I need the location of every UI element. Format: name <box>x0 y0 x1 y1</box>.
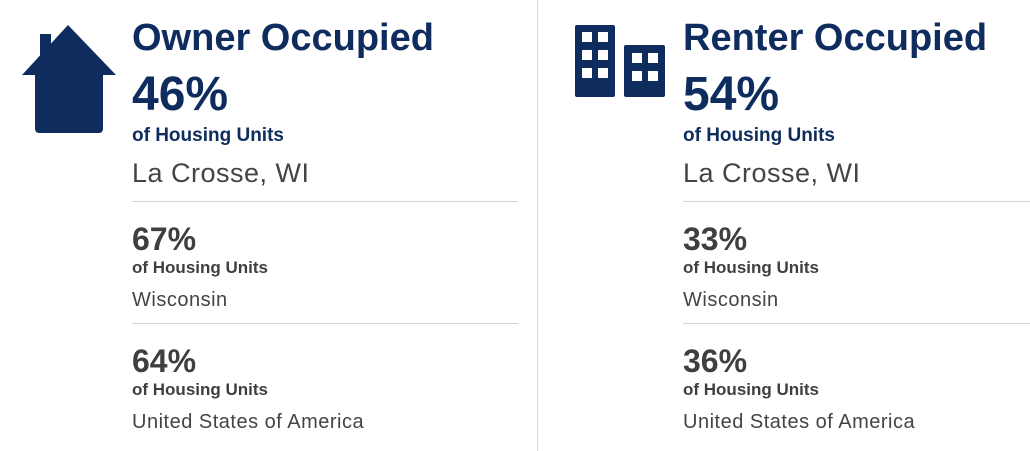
comparison-label: of Housing Units <box>132 380 268 399</box>
house-icon <box>22 25 116 133</box>
comparison-label: of Housing Units <box>683 258 819 277</box>
row-divider <box>683 323 1030 324</box>
comparison-place: Wisconsin <box>132 289 228 311</box>
primary-value: 46% <box>132 68 229 121</box>
row-divider <box>132 323 518 324</box>
comparison-place: United States of America <box>132 411 365 433</box>
comparison-place: United States of America <box>683 411 916 433</box>
comparison-value: 64% <box>132 343 197 379</box>
primary-label: of Housing Units <box>683 125 835 146</box>
primary-label: of Housing Units <box>132 125 284 146</box>
row-divider <box>132 201 518 202</box>
primary-place: La Crosse, WI <box>132 158 310 188</box>
comparison-value: 33% <box>683 221 748 257</box>
comparison-value: 36% <box>683 343 748 379</box>
row-divider <box>683 201 1030 202</box>
comparison-place: Wisconsin <box>683 289 779 311</box>
panel-title: Owner Occupied <box>132 17 434 59</box>
panel-divider <box>537 0 538 451</box>
comparison-label: of Housing Units <box>132 258 268 277</box>
comparison-label: of Housing Units <box>683 380 819 399</box>
primary-value: 54% <box>683 68 780 121</box>
panel-title: Renter Occupied <box>683 17 988 59</box>
primary-place: La Crosse, WI <box>683 158 861 188</box>
buildings-icon <box>575 25 665 97</box>
comparison-value: 67% <box>132 221 197 257</box>
